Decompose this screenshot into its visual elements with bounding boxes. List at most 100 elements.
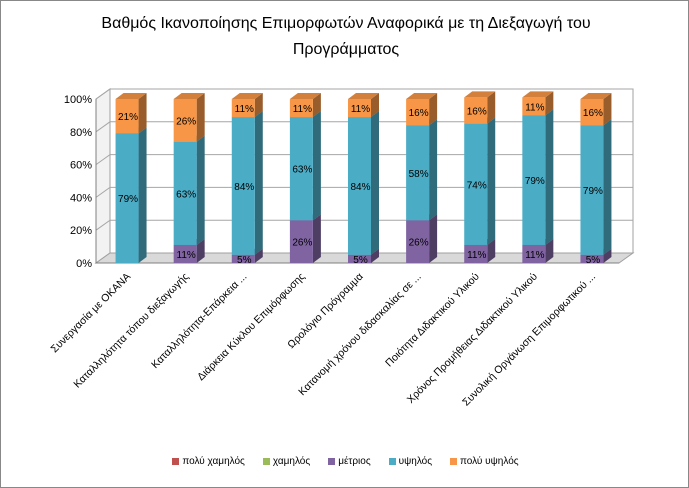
- y-tick-label: 0%: [76, 258, 92, 270]
- x-tick-label: Διάρκεια Κύκλου Επιμόρφωσης: [195, 271, 307, 383]
- legend-label: υψηλός: [398, 456, 433, 467]
- x-tick-label: Κατανομή χρόνου διδασκαλίας σε ...: [296, 271, 423, 398]
- bar-side: [196, 135, 205, 245]
- data-label: 63%: [176, 189, 196, 200]
- x-tick-label: Καταλληλότητα τόπου διεξαγωγής: [71, 271, 191, 391]
- data-label: 58%: [409, 169, 429, 180]
- data-label: 11%: [177, 250, 196, 261]
- x-tick-label: Ποιότητα Διδακτικού Υλικού: [383, 270, 482, 369]
- bar-side: [545, 91, 554, 116]
- bar-segment: [522, 244, 546, 263]
- bar-side: [254, 248, 263, 263]
- gridline: [95, 121, 633, 133]
- legend-label: πολύ χαμηλός: [182, 456, 245, 467]
- chart-legend: πολύ χαμηλός χαμηλός μέτριος υψηλός πολύ υψη…: [1, 456, 689, 467]
- bar-segment: [464, 97, 488, 124]
- x-tick-label: Χρόνος Προμήθειας Διδακτικού Υλικού: [405, 270, 540, 405]
- data-label: 16%: [583, 108, 603, 119]
- legend-label: χαμηλός: [272, 456, 311, 467]
- legend-item: χαμηλός: [262, 456, 311, 467]
- data-label: 26%: [292, 238, 312, 249]
- data-label: 79%: [583, 186, 603, 197]
- y-tick-label: 60%: [70, 160, 92, 172]
- bar-segment: [289, 220, 313, 263]
- bar-segment: [173, 141, 197, 245]
- bar-top: [289, 93, 321, 99]
- bar-segment: [348, 254, 371, 263]
- bar-side: [312, 93, 321, 118]
- x-tick-label: Συνολική Οργάνωση Επιμορφωτικού ...: [460, 271, 598, 409]
- bar-side: [196, 93, 205, 142]
- bar-side: [487, 91, 496, 124]
- data-label: 74%: [467, 180, 487, 191]
- bar-segment: [231, 254, 255, 263]
- legend-swatch: [328, 458, 336, 465]
- legend-label: πολύ υψηλός: [460, 456, 519, 467]
- legend-item: υψηλός: [388, 456, 433, 467]
- bar-segment: [289, 117, 313, 221]
- data-label: 11%: [467, 250, 486, 261]
- data-label: 79%: [525, 176, 545, 187]
- bar-side: [312, 214, 321, 263]
- bar-segment: [173, 244, 197, 263]
- y-tick-label: 100%: [64, 94, 92, 106]
- bar-top: [231, 93, 263, 99]
- bar-side: [603, 93, 612, 126]
- bar-side: [371, 248, 379, 263]
- x-tick-label: Καταλληλότητα-Επάρκεια ...: [149, 271, 249, 371]
- bar-side: [603, 248, 612, 263]
- data-label: 5%: [353, 255, 368, 266]
- bar-top: [173, 93, 205, 99]
- chart-title: Βαθμός Ικανοποίησης Επιμορφωτών Αναφορικ…: [101, 15, 591, 58]
- chart-plot: 0%20%40%60%80%100%79%21%Συνεργασία με ΟΚ…: [49, 88, 635, 409]
- data-label: 11%: [351, 104, 370, 115]
- bar-side: [138, 93, 147, 134]
- data-label: 21%: [118, 112, 138, 123]
- bar-side: [371, 93, 379, 118]
- bar-side: [429, 119, 438, 221]
- data-label: 11%: [293, 104, 312, 115]
- bar-top: [580, 93, 612, 99]
- bar-segment: [406, 125, 430, 221]
- bar-side: [429, 93, 438, 126]
- data-label: 16%: [409, 108, 429, 119]
- bar-side: [487, 117, 496, 245]
- y-tick-label: 80%: [70, 127, 92, 139]
- legend-swatch: [388, 458, 396, 465]
- bar-side: [138, 127, 147, 263]
- bar-segment: [580, 125, 604, 255]
- gridline: [95, 154, 633, 166]
- bar-segment: [348, 99, 371, 118]
- bar-side: [254, 93, 263, 118]
- legend-swatch: [450, 458, 458, 465]
- bar-segment: [173, 99, 197, 142]
- bar-top: [348, 93, 379, 99]
- data-label: 11%: [525, 102, 544, 113]
- bar-segment: [464, 123, 488, 245]
- bar-top: [406, 93, 438, 99]
- bar-top: [464, 91, 496, 98]
- bar-segment: [522, 115, 546, 245]
- bar-segment: [115, 99, 139, 134]
- bar-side: [254, 111, 263, 255]
- legend-swatch: [262, 458, 270, 465]
- data-label: 5%: [237, 255, 252, 266]
- gridline: [95, 186, 633, 198]
- bar-side: [196, 238, 205, 263]
- bar-side: [545, 238, 554, 263]
- bar-segment: [289, 99, 313, 118]
- data-label: 11%: [525, 250, 544, 261]
- data-label: 26%: [409, 238, 429, 249]
- legend-swatch: [172, 458, 180, 465]
- bar-segment: [464, 244, 488, 263]
- bar-side: [487, 238, 496, 263]
- data-label: 63%: [292, 165, 312, 176]
- data-label: 84%: [234, 182, 254, 193]
- data-label: 26%: [176, 116, 196, 127]
- bar-segment: [406, 99, 430, 126]
- bar-segment: [406, 220, 430, 263]
- y-tick-label: 40%: [70, 192, 92, 204]
- bar-side: [603, 119, 612, 255]
- bar-top: [522, 91, 554, 98]
